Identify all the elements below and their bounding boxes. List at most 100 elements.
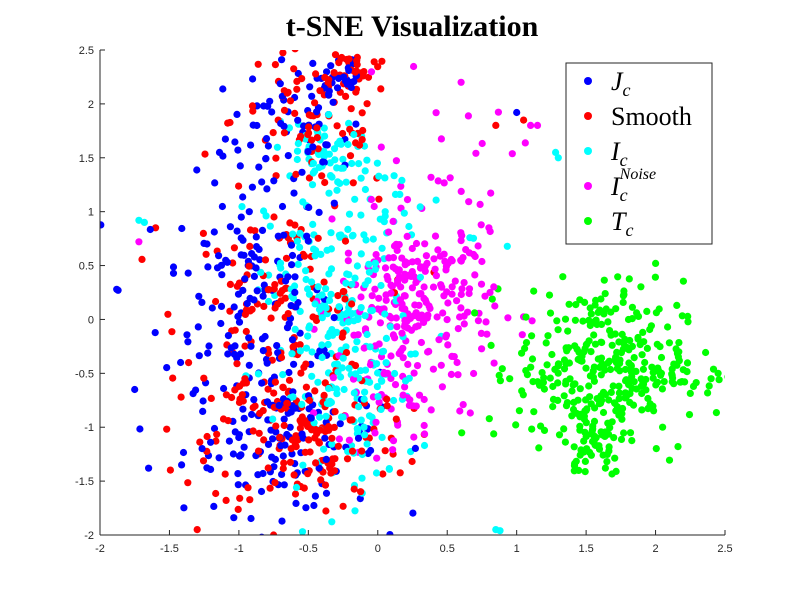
legend-label: Jc [611, 67, 631, 100]
data-point-t-c [621, 335, 629, 343]
data-point-t-c [597, 399, 605, 407]
data-point-i-c [336, 137, 344, 145]
data-point-i-c [293, 147, 302, 155]
data-point-i-c-noise [367, 195, 375, 204]
data-point-i-c-noise [521, 139, 529, 147]
data-point-j-c [276, 80, 284, 88]
legend-label: Smooth [611, 102, 692, 131]
data-point-t-c [571, 342, 579, 350]
data-point-smooth [270, 389, 278, 397]
data-point-smooth [196, 438, 204, 446]
data-point-i-c-noise [424, 311, 432, 319]
data-point-i-c [344, 225, 352, 233]
data-point-j-c [315, 208, 323, 216]
data-point-j-c [298, 168, 306, 176]
data-point-t-c [601, 464, 610, 472]
data-point-smooth [213, 430, 221, 438]
data-point-t-c [601, 428, 609, 436]
data-point-i-c [376, 215, 384, 223]
data-point-i-c [361, 185, 369, 194]
data-point-smooth [338, 53, 346, 62]
data-point-t-c [606, 424, 614, 432]
data-point-i-c [294, 139, 302, 148]
y-tick: 2.5 [79, 45, 105, 57]
y-tick: 2 [88, 99, 105, 111]
data-point-i-c-noise [405, 272, 413, 280]
data-point-smooth [346, 125, 354, 133]
data-point-smooth [280, 129, 288, 137]
y-tick-label: -0.5 [75, 368, 94, 380]
data-point-smooth [271, 61, 279, 69]
data-point-smooth [280, 106, 289, 114]
data-point-t-c [626, 398, 634, 406]
data-point-j-c [290, 189, 298, 197]
data-point-i-c-noise [360, 344, 368, 352]
data-point-smooth [396, 469, 404, 477]
data-point-t-c [620, 429, 628, 437]
data-point-i-c-noise [433, 313, 441, 321]
data-point-smooth [363, 100, 371, 108]
data-point-j-c [313, 108, 321, 116]
data-point-t-c [656, 343, 664, 351]
data-point-t-c [522, 313, 530, 321]
data-point-i-c-noise [401, 383, 409, 391]
data-point-j-c [263, 398, 271, 406]
data-point-smooth [236, 494, 244, 502]
data-point-smooth [261, 256, 270, 264]
data-point-i-c [387, 323, 395, 331]
data-point-i-c [357, 211, 365, 219]
data-point-smooth [249, 427, 257, 435]
data-point-t-c [675, 339, 683, 347]
data-point-i-c [326, 296, 334, 305]
y-tick-label: 1.5 [79, 153, 94, 165]
data-point-i-c-noise [396, 296, 404, 304]
data-point-i-c-noise [442, 266, 450, 274]
legend-item: Tc [584, 207, 633, 240]
data-point-t-c [705, 382, 713, 390]
data-point-j-c [114, 286, 122, 294]
data-point-i-c-noise [410, 433, 418, 441]
data-point-smooth [280, 421, 288, 430]
data-point-i-c-noise [458, 285, 466, 293]
data-point-i-c-noise [444, 299, 452, 307]
data-point-smooth [202, 250, 210, 258]
data-point-j-c [240, 414, 248, 422]
data-point-j-c [330, 199, 338, 207]
data-point-i-c-noise [380, 370, 388, 378]
data-point-i-c [309, 169, 317, 177]
data-point-i-c-noise [432, 109, 440, 117]
data-point-i-c [377, 376, 385, 384]
data-point-t-c [522, 339, 531, 347]
data-point-i-c-noise [387, 289, 395, 297]
data-point-t-c [619, 404, 627, 413]
data-point-i-c [400, 209, 408, 217]
data-point-t-c [659, 423, 667, 431]
data-point-smooth [199, 229, 207, 237]
data-point-i-c-noise [371, 429, 379, 437]
data-point-i-c [552, 148, 560, 156]
data-point-t-c [553, 317, 561, 325]
data-point-smooth [313, 134, 321, 142]
data-point-i-c [361, 388, 369, 396]
data-point-smooth [255, 429, 263, 437]
data-point-i-c-noise [421, 240, 429, 248]
data-point-i-c-noise [457, 304, 465, 312]
data-point-j-c [250, 296, 258, 304]
data-point-i-c-noise [393, 323, 401, 331]
data-point-j-c [203, 240, 211, 248]
data-point-t-c [712, 409, 721, 417]
data-point-i-c-noise [375, 398, 383, 406]
data-point-i-c [363, 330, 371, 339]
data-point-smooth [308, 136, 316, 144]
data-point-i-c-noise [518, 331, 526, 339]
data-point-j-c [258, 226, 267, 234]
data-point-j-c [207, 438, 215, 446]
data-point-smooth [233, 360, 241, 368]
data-point-t-c [471, 309, 479, 317]
data-point-smooth [212, 489, 220, 498]
data-point-smooth [267, 314, 275, 322]
data-point-j-c [234, 146, 242, 154]
data-point-i-c [318, 314, 326, 322]
data-point-smooth [290, 471, 298, 479]
